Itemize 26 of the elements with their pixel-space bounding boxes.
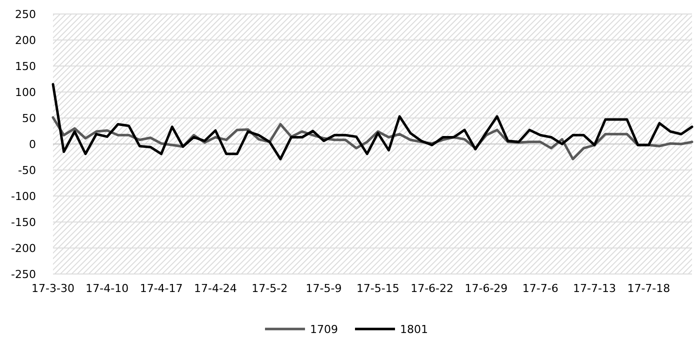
line-series xyxy=(52,82,694,160)
x-tick-label: 17-4-24 xyxy=(194,282,237,295)
legend-label: 1709 xyxy=(310,322,338,336)
x-tick-label: 17-7-6 xyxy=(522,282,558,295)
y-tick-label: 200 xyxy=(15,34,36,47)
x-tick-label: 17-6-22 xyxy=(410,282,454,295)
y-tick-label: 0 xyxy=(29,138,36,151)
y-tick-label: 100 xyxy=(15,86,36,99)
y-tick-label: -100 xyxy=(11,190,36,203)
x-tick-label: 17-7-13 xyxy=(573,282,616,295)
legend-label: 1801 xyxy=(400,322,428,336)
x-tick-label: 17-3-30 xyxy=(32,282,74,295)
y-tick-label: -150 xyxy=(11,216,36,229)
y-tick-label: -200 xyxy=(11,242,36,255)
x-tick-label: 17-7-18 xyxy=(627,282,670,295)
y-tick-label: 250 xyxy=(15,8,36,21)
y-tick-label: -250 xyxy=(11,268,36,281)
x-tick-label: 17-5-2 xyxy=(252,282,288,295)
x-tick-label: 17-4-10 xyxy=(86,282,129,295)
y-tick-label: 50 xyxy=(22,112,36,125)
x-tick-label: 17-5-9 xyxy=(306,282,342,295)
y-tick-label: 150 xyxy=(15,60,36,73)
x-tick-label: 17-6-29 xyxy=(464,282,508,295)
x-tick-label: 17-5-15 xyxy=(356,282,400,295)
y-tick-label: -50 xyxy=(18,164,36,177)
x-tick-label: 17-4-17 xyxy=(140,282,183,295)
